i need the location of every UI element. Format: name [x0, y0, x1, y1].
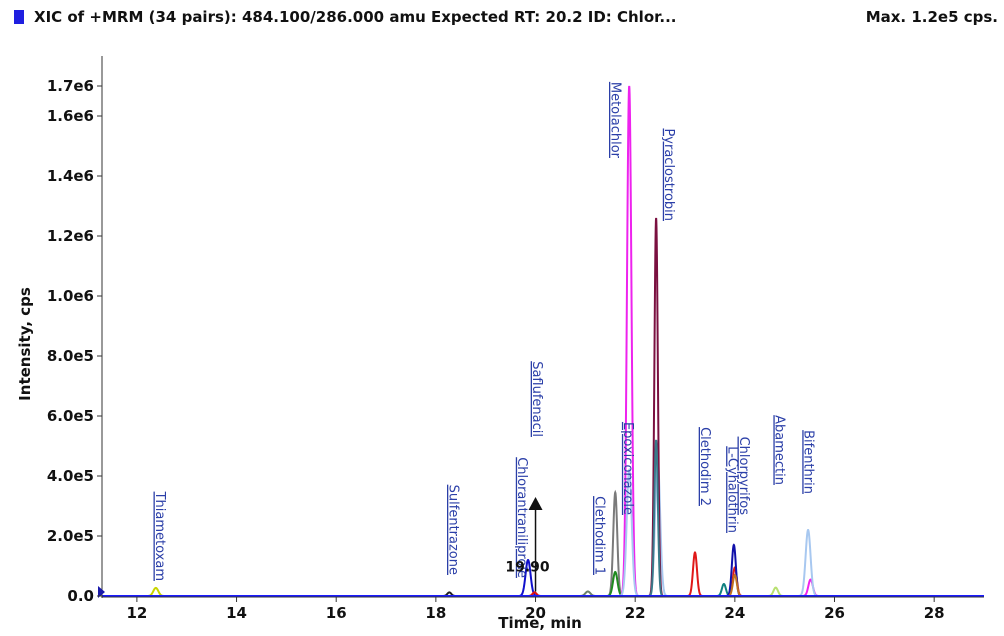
- series-line-0: [102, 586, 984, 597]
- y-tick-label: 1.4e6: [47, 167, 94, 185]
- peak-label: Clethodim 2: [697, 427, 712, 506]
- x-axis-marker: [98, 586, 105, 598]
- peak-label: Abamectin: [772, 415, 787, 485]
- y-tick-label: 6.0e5: [47, 407, 94, 425]
- y-tick-label: 2.0e5: [47, 527, 94, 545]
- series-line-6: [102, 570, 984, 597]
- peak-label: Chlorantraniliprole: [514, 457, 529, 578]
- x-tick-label: 22: [625, 604, 646, 622]
- series-line-15: [102, 586, 984, 597]
- peak-label: Sulfentrazone: [445, 485, 460, 575]
- y-tick-label: 1.7e6: [47, 77, 94, 95]
- series-line-5: [102, 489, 984, 597]
- series-line-14: [102, 573, 984, 597]
- peak-label: Bifenthrin: [801, 430, 816, 494]
- peak-label: Saflufenacil: [529, 361, 544, 437]
- peak-label: Epoxiconazole: [620, 422, 635, 515]
- series-line-7: [102, 85, 984, 597]
- series-line-12: [102, 582, 984, 597]
- peak-label: Clethodim 1: [591, 496, 606, 575]
- x-tick-label: 12: [126, 604, 147, 622]
- y-tick-label: 0.0: [67, 587, 94, 605]
- series-color-swatch: [14, 10, 24, 24]
- x-tick-label: 20: [525, 604, 546, 622]
- y-tick-label: 1.6e6: [47, 107, 94, 125]
- max-intensity-label: Max. 1.2e5 cps.: [865, 8, 998, 26]
- y-tick-label: 1.0e6: [47, 287, 94, 305]
- annotation-rt-label: 19.90: [505, 560, 550, 576]
- peak-label: L-Cyhalothrin: [724, 446, 739, 533]
- peak-label: Thiametoxam: [152, 491, 167, 581]
- peak-label: Metolachlor: [607, 82, 622, 159]
- annotation-arrow-head: [528, 497, 543, 510]
- x-tick-label: 24: [724, 604, 745, 622]
- y-tick-label: 8.0e5: [47, 347, 94, 365]
- x-tick-label: 28: [924, 604, 945, 622]
- y-tick-label: 4.0e5: [47, 467, 94, 485]
- x-tick-label: 26: [824, 604, 845, 622]
- peak-label: Pyraclostrobin: [661, 128, 676, 221]
- chart-title: XIC of +MRM (34 pairs): 484.100/286.000 …: [34, 8, 677, 26]
- peak-label: Chlorpyrifos: [736, 437, 751, 516]
- chart-title-bar: XIC of +MRM (34 pairs): 484.100/286.000 …: [0, 0, 1004, 40]
- x-tick-label: 18: [425, 604, 446, 622]
- x-axis-label: Time, min: [498, 614, 582, 632]
- y-tick-label: 1.2e6: [47, 227, 94, 245]
- x-tick-label: 16: [326, 604, 347, 622]
- x-tick-label: 14: [226, 604, 247, 622]
